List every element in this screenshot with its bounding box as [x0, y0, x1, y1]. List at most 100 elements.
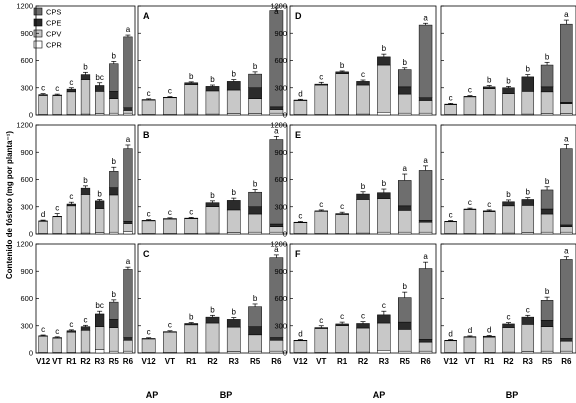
bar-segment-cpe — [314, 83, 329, 86]
significance-letter: c — [168, 321, 172, 330]
significance-letter: b — [253, 179, 258, 188]
bar-segment-cpv — [560, 340, 573, 352]
bar-segment-cpe — [80, 326, 91, 331]
bar-segment-cpe — [397, 205, 412, 211]
panel-4: c c b b b b a — [440, 5, 576, 116]
bar-segment-cpe — [123, 337, 133, 341]
bar-segment-cpv — [141, 99, 156, 115]
y-tick-label: 1200 — [16, 2, 33, 11]
bar-segment-cps — [418, 24, 433, 98]
bar-segment-cpe — [482, 210, 496, 212]
significance-letter: c — [507, 313, 511, 322]
significance-letter: b — [189, 313, 194, 322]
x-tick-label: R1 — [337, 357, 348, 366]
significance-letter: b — [210, 191, 215, 200]
bar-segment-cpe — [205, 202, 220, 208]
bar-segment-cpv — [335, 214, 349, 234]
significance-letter: c — [147, 89, 151, 98]
x-tick-label: V12 — [36, 357, 51, 366]
bar-segment-cpr — [560, 231, 573, 235]
bar-segment-cpv — [80, 194, 91, 234]
bar-segment-cpv — [356, 199, 370, 234]
y-tick-label: 900 — [20, 29, 33, 38]
bar-segment-cpe — [314, 210, 329, 212]
panel-label: E — [295, 130, 301, 140]
bar-segment-cpv — [293, 222, 308, 234]
significance-letter: b — [232, 188, 237, 197]
significance-letter: b — [545, 177, 550, 186]
significance-letter: b — [526, 188, 531, 197]
bar-segment-cpv — [377, 322, 391, 351]
significance-letter: d — [448, 330, 452, 339]
bar-segment-cpe — [205, 316, 220, 324]
bar-segment-cpv — [335, 325, 349, 353]
x-tick-label: R2 — [503, 357, 514, 366]
bar-segment-cps — [560, 148, 573, 226]
bar-segment-cpe — [205, 86, 220, 92]
panel-7: 0 300 600 900 1200 Ec c c b b a a — [270, 121, 437, 239]
panel-label: A — [143, 11, 150, 21]
significance-letter: c — [340, 312, 344, 321]
bar-segment-cpv — [521, 205, 535, 233]
bar-segment-cpv — [38, 221, 48, 234]
bar-segment-cpr — [418, 112, 433, 116]
group-label-ap-1: AP — [146, 390, 159, 400]
bar-segment-cpr — [109, 112, 119, 116]
bar-segment-cpe — [38, 220, 48, 222]
bar-segment-cpv — [66, 331, 76, 353]
panel-8: c c c b b b a — [440, 124, 576, 235]
bar-segment-cpe — [377, 192, 391, 199]
y-tick-label: 300 — [20, 83, 33, 92]
bar-segment-cpr — [540, 231, 554, 235]
bar-segment-cpe — [540, 86, 554, 93]
significance-letter: a — [564, 135, 569, 144]
x-tick-label: VT — [316, 357, 326, 366]
bar-segment-cpe — [463, 208, 477, 210]
bar-segment-cpv — [397, 93, 412, 114]
bar-segment-cpr — [109, 350, 119, 354]
bar-segment-cpe — [293, 99, 308, 101]
bar-segment-cpe — [502, 201, 515, 207]
y-tick-label: 0 — [283, 349, 287, 358]
bar-segment-cps — [123, 36, 133, 108]
significance-letter: d — [298, 330, 302, 339]
bar-segment-cpe — [540, 320, 554, 327]
bar-segment-cpv — [560, 226, 573, 233]
x-tick-label: R6 — [420, 357, 431, 366]
bar-segment-cpv — [163, 97, 177, 115]
bar-segment-cpr — [397, 350, 412, 354]
panel-label: B — [143, 130, 150, 140]
significance-letter: b — [189, 72, 194, 81]
panel-11: 0 300 600 900 1200 Fd V12 c VT c R1 c R2 c R3 b R5 a R6 — [270, 240, 437, 366]
bar-segment-cpe — [66, 88, 76, 93]
y-tick-label: 1200 — [16, 121, 33, 130]
significance-letter: b — [545, 287, 550, 296]
bar-segment-cpv — [418, 341, 433, 352]
bar-segment-cpr — [377, 231, 391, 235]
legend-swatch-cpe — [33, 18, 43, 27]
bar-segment-cps — [109, 171, 119, 188]
bar-segment-cpr — [123, 112, 133, 116]
bar-segment-cpv — [502, 327, 515, 353]
x-tick-label: R1 — [66, 357, 77, 366]
bar-segment-cpv — [377, 64, 391, 113]
bar-segment-cpe — [248, 206, 262, 215]
y-tick-label: 1200 — [270, 240, 287, 249]
bar-segment-cpr — [540, 350, 554, 354]
significance-letter: b — [83, 176, 88, 185]
significance-letter: b — [232, 70, 237, 79]
legend-swatch-cps — [33, 7, 43, 16]
significance-letter: c — [168, 208, 172, 217]
bar-segment-cpv — [482, 336, 496, 353]
bar-segment-cpe — [356, 81, 370, 86]
bar-segment-cpv — [502, 205, 515, 234]
significance-letter: c — [41, 84, 45, 93]
bar-segment-cpr — [123, 350, 133, 354]
bar-segment-cps — [540, 189, 554, 210]
bar-segment-cpv — [356, 84, 370, 115]
bar-segment-cpv — [482, 211, 496, 234]
bar-segment-cpe — [444, 340, 457, 342]
bar-segment-cpe — [109, 91, 119, 99]
x-tick-label: R6 — [123, 357, 134, 366]
x-tick-label: R3 — [229, 357, 240, 366]
